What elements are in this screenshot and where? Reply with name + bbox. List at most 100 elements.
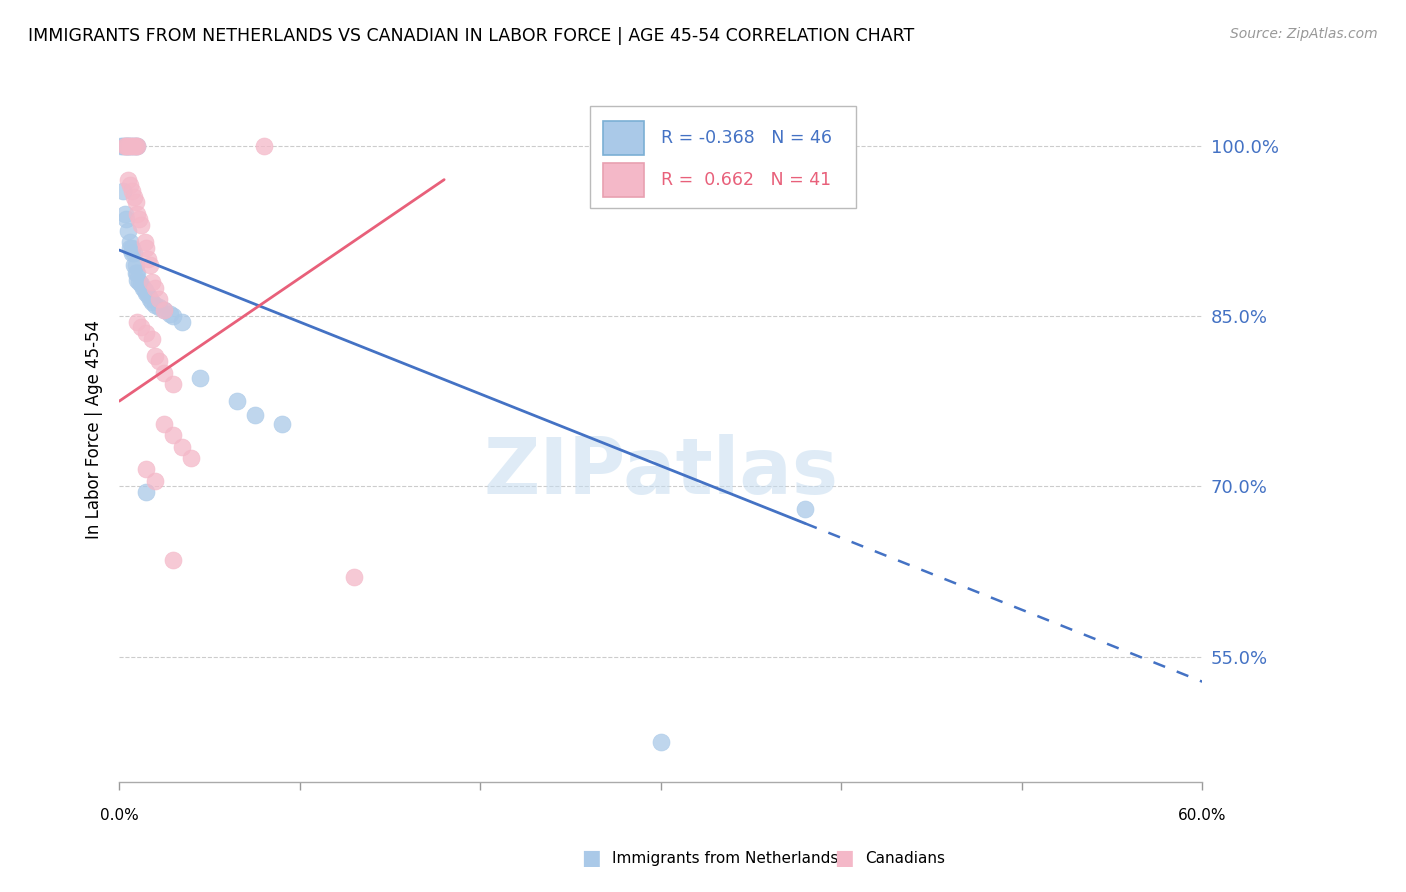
- Point: [135, 241, 157, 255]
- Point: [111, 184, 134, 198]
- Text: ■: ■: [581, 848, 600, 868]
- Point: [136, 252, 159, 267]
- Point: [124, 195, 146, 210]
- Point: [127, 207, 149, 221]
- Point: [121, 138, 143, 153]
- Point: [243, 408, 266, 422]
- Point: [122, 138, 145, 153]
- Point: [121, 138, 143, 153]
- Text: 0.0%: 0.0%: [100, 808, 139, 823]
- Point: [145, 280, 167, 294]
- Point: [121, 184, 143, 198]
- Point: [141, 295, 163, 310]
- Point: [148, 292, 170, 306]
- Point: [148, 300, 170, 314]
- Text: ZIPatlas: ZIPatlas: [484, 434, 838, 509]
- Point: [114, 138, 136, 153]
- Point: [139, 292, 162, 306]
- Text: 60.0%: 60.0%: [1178, 808, 1226, 823]
- Point: [129, 277, 152, 292]
- Point: [111, 138, 134, 153]
- Point: [115, 138, 138, 153]
- Point: [162, 428, 184, 442]
- Point: [117, 138, 139, 153]
- Point: [117, 224, 139, 238]
- Point: [117, 138, 139, 153]
- Point: [132, 280, 155, 294]
- Point: [135, 462, 157, 476]
- Point: [110, 138, 132, 153]
- Point: [127, 315, 149, 329]
- Point: [121, 246, 143, 260]
- Point: [135, 326, 157, 340]
- Point: [270, 417, 292, 431]
- Point: [139, 258, 162, 272]
- FancyBboxPatch shape: [591, 105, 856, 208]
- Point: [122, 138, 145, 153]
- Point: [128, 212, 150, 227]
- Point: [127, 272, 149, 286]
- Point: [135, 485, 157, 500]
- Point: [134, 283, 156, 297]
- Point: [794, 502, 817, 516]
- Point: [114, 138, 136, 153]
- Text: Canadians: Canadians: [865, 851, 945, 865]
- Point: [129, 320, 152, 334]
- Point: [124, 266, 146, 280]
- Point: [120, 138, 142, 153]
- Point: [127, 138, 149, 153]
- Point: [117, 172, 139, 186]
- Point: [121, 241, 143, 255]
- Point: [129, 218, 152, 232]
- Point: [115, 212, 138, 227]
- Text: Source: ZipAtlas.com: Source: ZipAtlas.com: [1230, 27, 1378, 41]
- Point: [145, 297, 167, 311]
- Point: [172, 440, 194, 454]
- Point: [162, 309, 184, 323]
- Point: [120, 241, 142, 255]
- Y-axis label: In Labor Force | Age 45-54: In Labor Force | Age 45-54: [86, 320, 103, 539]
- Point: [122, 246, 145, 260]
- Point: [153, 417, 176, 431]
- Point: [180, 450, 202, 465]
- Point: [153, 303, 176, 318]
- Text: ■: ■: [834, 848, 853, 868]
- Text: Immigrants from Netherlands: Immigrants from Netherlands: [612, 851, 838, 865]
- Point: [253, 138, 276, 153]
- Point: [172, 315, 194, 329]
- Point: [120, 178, 142, 193]
- Point: [148, 354, 170, 368]
- Point: [162, 377, 184, 392]
- Point: [122, 190, 145, 204]
- Point: [225, 394, 247, 409]
- Point: [117, 138, 139, 153]
- FancyBboxPatch shape: [603, 163, 644, 197]
- Point: [145, 349, 167, 363]
- Point: [122, 258, 145, 272]
- Text: IMMIGRANTS FROM NETHERLANDS VS CANADIAN IN LABOR FORCE | AGE 45-54 CORRELATION C: IMMIGRANTS FROM NETHERLANDS VS CANADIAN …: [28, 27, 914, 45]
- Point: [127, 266, 149, 280]
- Point: [124, 258, 146, 272]
- Point: [153, 366, 176, 380]
- Point: [127, 138, 149, 153]
- Point: [153, 303, 176, 318]
- Point: [120, 138, 142, 153]
- Point: [135, 286, 157, 301]
- Point: [162, 553, 184, 567]
- FancyBboxPatch shape: [603, 121, 644, 155]
- Point: [145, 474, 167, 488]
- Point: [134, 235, 156, 249]
- Point: [124, 138, 146, 153]
- Point: [114, 207, 136, 221]
- Point: [190, 371, 212, 385]
- Point: [124, 138, 146, 153]
- Point: [136, 288, 159, 302]
- Text: R =  0.662   N = 41: R = 0.662 N = 41: [661, 171, 831, 189]
- Text: R = -0.368   N = 46: R = -0.368 N = 46: [661, 129, 832, 147]
- Point: [650, 735, 672, 749]
- Point: [115, 138, 138, 153]
- Point: [159, 307, 181, 321]
- Point: [141, 275, 163, 289]
- Point: [343, 570, 366, 584]
- Point: [120, 235, 142, 249]
